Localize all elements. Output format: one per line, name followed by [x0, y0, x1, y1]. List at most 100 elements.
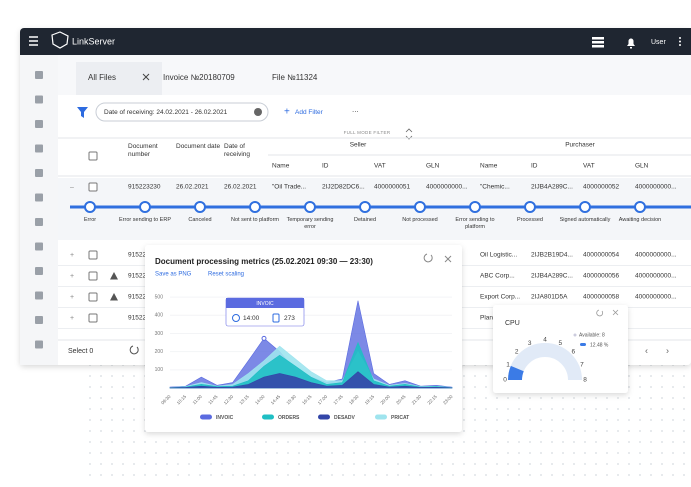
status-label: Detained — [353, 217, 377, 223]
bell[interactable] — [627, 38, 635, 49]
legend-swatch[interactable] — [375, 414, 387, 420]
cell: 91522 — [128, 273, 146, 280]
checkbox[interactable] — [88, 271, 98, 281]
refresh[interactable] — [129, 345, 139, 355]
status-label: Awaiting decision — [618, 217, 662, 223]
cell: Plan — [480, 315, 493, 322]
grid-button[interactable] — [592, 37, 604, 48]
more[interactable]: ... — [352, 105, 359, 114]
nav-icon[interactable] — [35, 218, 43, 226]
expand-toggle[interactable]: – — [70, 184, 74, 191]
cell: "Oil Trade... — [272, 184, 306, 191]
gauge-track — [508, 343, 582, 381]
cell: 4000000000... — [635, 184, 677, 191]
status-label-box: Error sending to ERP — [119, 217, 171, 223]
legend-label[interactable]: ORDERS — [278, 415, 300, 421]
legend-swatch[interactable] — [318, 414, 330, 420]
status-label: Not processed — [402, 217, 438, 223]
tab[interactable]: File №11324 — [272, 73, 318, 82]
cell: 26.02.2021 — [224, 184, 257, 191]
checkbox[interactable] — [88, 313, 98, 323]
legend-label[interactable]: PRICAT — [391, 415, 409, 421]
column-header: GLN — [635, 163, 649, 170]
nav-icon[interactable] — [35, 267, 43, 275]
checkbox[interactable] — [88, 182, 98, 192]
mode-toggle[interactable] — [405, 128, 413, 140]
cell: 2IJ2D82DC6... — [322, 184, 365, 191]
chart-action[interactable]: Reset scaling — [208, 272, 244, 278]
user-name[interactable]: User — [651, 39, 666, 46]
add-icon[interactable]: + — [284, 107, 290, 118]
cell: 4000000051 — [374, 184, 411, 191]
filter-mode[interactable]: FULL MODE FILTER — [344, 130, 391, 135]
filter-chip-label[interactable]: Date of receiving: 24.02.2021 - 26.02.20… — [104, 109, 228, 116]
x-tick-label: 09:30 — [160, 394, 172, 406]
legend-label[interactable]: DESADV — [334, 415, 356, 421]
add-filter[interactable]: Add Filter — [295, 109, 324, 116]
next-page[interactable]: › — [666, 345, 669, 355]
top-bar — [20, 28, 691, 55]
x-tick-label: 14:45 — [270, 394, 282, 406]
nav-icon[interactable] — [35, 95, 43, 104]
legend-swatch[interactable] — [262, 414, 274, 420]
expand-toggle[interactable]: + — [70, 315, 74, 322]
nav-icon[interactable] — [35, 316, 43, 324]
nav-icon[interactable] — [35, 120, 43, 128]
gauge-tick: 2 — [515, 348, 519, 355]
filter-icon[interactable] — [77, 107, 88, 118]
x-tick-label: 17:45 — [332, 394, 344, 406]
status-step — [634, 201, 646, 213]
filter-chip[interactable] — [95, 102, 269, 122]
nav-icon[interactable] — [35, 291, 43, 300]
nav-icon[interactable] — [35, 242, 43, 251]
legend-label[interactable]: INVOIC — [216, 415, 234, 421]
chart-action[interactable]: Save as PNG — [155, 272, 192, 278]
expand-toggle[interactable]: + — [70, 273, 74, 280]
column-header: VAT — [374, 163, 386, 170]
group-header: Seller — [350, 142, 367, 149]
checkbox[interactable] — [88, 151, 98, 161]
prev-page[interactable]: ‹ — [645, 345, 648, 355]
cell: 4000000058 — [583, 294, 620, 301]
gauge-tick: 0 — [503, 377, 507, 384]
cell: 91522 — [128, 252, 146, 259]
status-label-box: Processed — [517, 217, 543, 223]
close[interactable] — [444, 255, 452, 263]
x-tick-label: 16:15 — [301, 394, 313, 406]
refresh[interactable] — [423, 253, 433, 263]
nav-icon[interactable] — [35, 71, 43, 79]
tooltip-value: 273 — [284, 315, 295, 322]
y-tick-label: 500 — [155, 294, 164, 300]
area — [169, 341, 453, 389]
cpu-popup: CPU 0 12 3 4 5 67 8 Available: 8 12.48 % — [493, 305, 628, 393]
status-label: Temporary sending error — [286, 217, 334, 230]
logo — [51, 31, 69, 49]
expand-toggle[interactable]: + — [70, 294, 74, 301]
cpu-usage: 12.48 % — [590, 342, 609, 348]
status-step — [414, 201, 426, 213]
cell: 26.02.2021 — [176, 184, 209, 191]
cell: 91522 — [128, 315, 146, 322]
tab-close[interactable] — [142, 73, 150, 81]
chip-remove[interactable] — [254, 108, 262, 116]
cell: 915223230 — [128, 184, 161, 191]
column-header: VAT — [583, 163, 595, 170]
cell: 2IJB4A289C... — [531, 273, 573, 280]
nav-icon[interactable] — [35, 169, 43, 177]
cpu-title: CPU — [505, 320, 520, 327]
tab[interactable]: Invoice №20180709 — [163, 73, 235, 82]
cell: Export Corp... — [480, 294, 520, 301]
x-tick-label: 22:15 — [426, 394, 438, 406]
nav-icon[interactable] — [35, 340, 43, 349]
nav-icon[interactable] — [35, 193, 43, 202]
menu-button[interactable] — [29, 36, 38, 46]
checkbox[interactable] — [88, 292, 98, 302]
expand-toggle[interactable]: + — [70, 252, 74, 259]
refresh[interactable] — [596, 309, 604, 317]
nav-icon[interactable] — [35, 144, 43, 153]
checkbox[interactable] — [88, 250, 98, 260]
tab[interactable]: All Files — [88, 73, 116, 82]
legend-swatch[interactable] — [200, 414, 212, 420]
user-menu[interactable] — [679, 37, 681, 46]
close[interactable] — [612, 309, 619, 316]
